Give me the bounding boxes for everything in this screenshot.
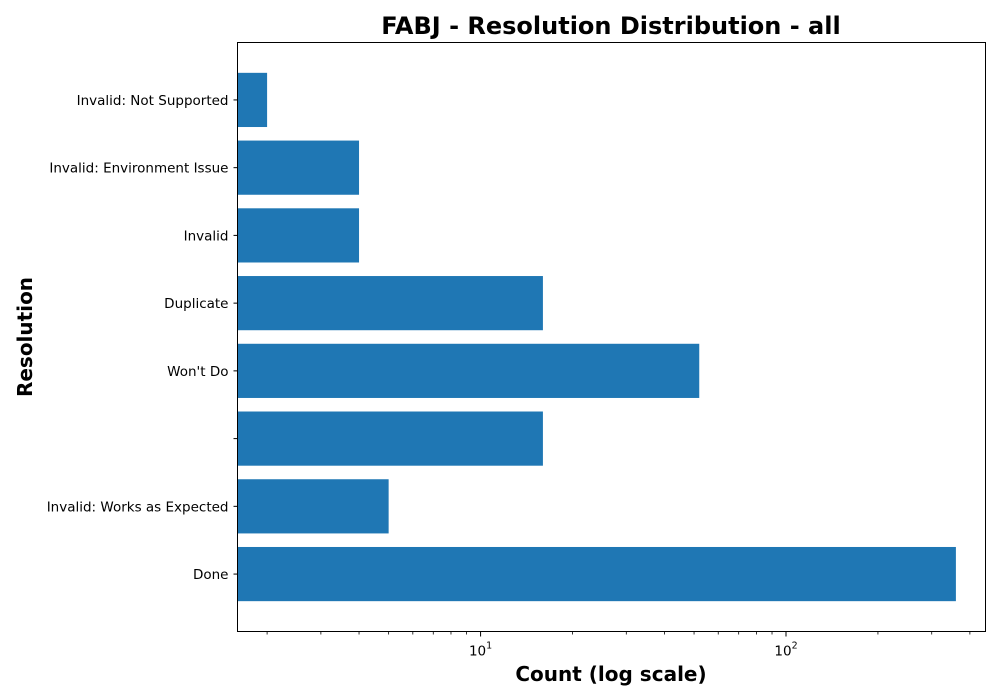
y-tick-label: Done — [193, 567, 229, 583]
bar-4 — [237, 276, 543, 331]
y-tick-label: Invalid: Not Supported — [77, 93, 229, 109]
y-tick-label: Invalid: Environment Issue — [49, 161, 228, 177]
y-axis-label: Resolution — [13, 277, 37, 397]
y-ticks-group: Done Invalid: Works as Expected Won't Do Du… — [47, 93, 238, 583]
bar-1 — [237, 479, 389, 534]
bar-3 — [237, 343, 700, 398]
bar-6 — [237, 140, 360, 195]
chart-title: FABJ - Resolution Distribution - all — [381, 12, 840, 40]
x-ticks-group: 101 102 — [266, 631, 971, 660]
y-tick-label: Invalid: Works as Expected — [47, 499, 229, 515]
bar-7 — [237, 72, 268, 128]
y-tick-label: Won't Do — [167, 364, 228, 380]
bar-0 — [237, 546, 956, 602]
x-axis-label: Count (log scale) — [515, 662, 706, 686]
plot-frame — [237, 42, 986, 632]
x-tick-label: 102 — [774, 641, 797, 660]
bar-5 — [237, 208, 360, 263]
bar-2 — [237, 411, 543, 466]
y-tick-label: Invalid — [184, 228, 229, 244]
y-tick-label: Duplicate — [164, 296, 228, 312]
bars-group — [237, 72, 956, 602]
x-tick-label: 101 — [469, 641, 492, 660]
